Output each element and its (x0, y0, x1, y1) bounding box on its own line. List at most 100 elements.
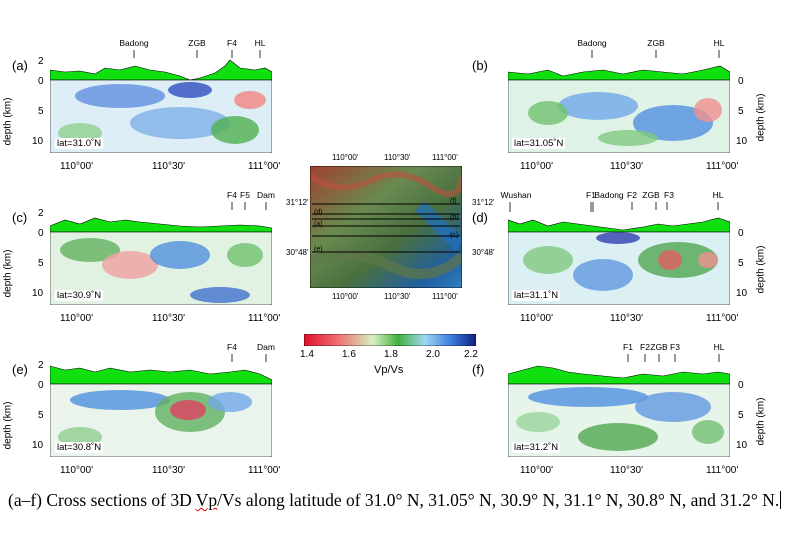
map-lon-tick: 110°30' (384, 153, 411, 162)
panel-a: (a) 2 0 5 10 depth (km) Badong ZGB F4 HL… (0, 30, 290, 172)
feature-label: F1 (586, 190, 596, 200)
x-tick: 111°00' (248, 313, 281, 324)
elev-tick: 0 (738, 76, 744, 87)
depth-tick: 10 (32, 440, 44, 451)
feature-label: HL (713, 342, 725, 352)
feature-label: Wushan (500, 190, 532, 200)
latitude-label: lat=30.8˚N (55, 442, 104, 453)
feature-label: HL (254, 38, 266, 48)
x-tick: 110°30' (610, 465, 643, 476)
map-lat-tick: 31°12' (472, 198, 495, 207)
figure-caption: (a–f) Cross sections of 3D Vp/Vs along l… (8, 487, 798, 513)
feature-label: ZGB (642, 190, 660, 200)
profile-label: (e) (314, 246, 323, 253)
colorbar-tick: 2.0 (426, 349, 440, 360)
feature-label: ZGB (647, 38, 665, 48)
feature-label: F5 (240, 190, 250, 200)
depth-tick: 5 (738, 410, 744, 421)
colorbar-tick: 2.2 (464, 349, 478, 360)
latitude-label: lat=31.05˚N (512, 138, 566, 149)
latitude-label: lat=30.9˚N (55, 290, 104, 301)
elev-tick: 0 (738, 380, 744, 391)
map-lon-tick: 110°30' (384, 292, 411, 301)
elev-tick: 0 (738, 228, 744, 239)
caption-text-end: /Vs along latitude of 31.0° N, 31.05° N,… (217, 490, 780, 510)
feature-label: F3 (670, 342, 680, 352)
x-tick: 110°00' (520, 313, 553, 324)
topography-map (310, 166, 462, 288)
panel-d: (d) Wushan F1 Badong F2 ZGB F3 HL 0 5 10… (470, 182, 806, 324)
feature-label: ZGB (188, 38, 206, 48)
panel-b: (b) Badong ZGB HL 0 5 10 depth (km) lat=… (470, 30, 806, 172)
x-tick: 111°00' (706, 313, 739, 324)
map-lat-tick: 31°12' (286, 198, 309, 207)
depth-tick: 5 (738, 106, 744, 117)
depth-tick: 10 (736, 440, 748, 451)
elev-tick: 0 (38, 76, 44, 87)
x-tick: 110°00' (60, 465, 93, 476)
colorbar-tick: 1.4 (300, 349, 314, 360)
colorbar-gradient (304, 334, 476, 346)
map-lon-tick: 111°00' (432, 292, 458, 301)
colorbar-label: Vp/Vs (374, 364, 404, 376)
map-lat-tick: 30°48' (286, 248, 309, 257)
caption-text-start: (a–f) Cross sections of 3D (8, 490, 196, 510)
elev-tick: 0 (38, 380, 44, 391)
feature-label: F4 (227, 342, 237, 352)
map-lat-tick: 30°48' (472, 248, 495, 257)
feature-label: F1 (623, 342, 633, 352)
feature-label: F3 (664, 190, 674, 200)
panel-letter: (a) (12, 58, 28, 73)
profile-label: (b) (450, 214, 459, 221)
depth-axis-label: depth (km) (2, 97, 14, 146)
x-tick: 110°30' (152, 313, 185, 324)
panel-letter: (d) (472, 210, 488, 225)
colorbar: 1.4 1.6 1.8 2.0 2.2 Vp/Vs (300, 330, 480, 380)
panel-c: (c) 2 0 5 10 depth (km) F4 F5 Dam lat=30… (0, 182, 290, 324)
feature-label: HL (713, 38, 725, 48)
x-tick: 110°00' (60, 313, 93, 324)
panel-f: (f) F1 F2 ZGB F3 HL 0 5 10 depth (km) la… (470, 334, 806, 476)
feature-label: ZGB (650, 342, 668, 352)
latitude-label: lat=31.1˚N (512, 290, 561, 301)
depth-axis-label: depth (km) (755, 397, 767, 446)
map-lon-tick: 110°00' (332, 153, 359, 162)
colorbar-tick: 1.8 (384, 349, 398, 360)
x-tick: 110°30' (610, 161, 643, 172)
x-tick: 110°30' (610, 313, 643, 324)
x-tick: 110°00' (520, 465, 553, 476)
elev-tick: 2 (38, 360, 44, 371)
feature-label: F2 (627, 190, 637, 200)
latitude-label: lat=31.2˚N (512, 442, 561, 453)
text-cursor (780, 491, 782, 509)
panel-e: (e) 2 0 5 10 depth (km) F4 Dam lat=30.8˚… (0, 334, 290, 476)
x-tick: 111°00' (248, 465, 281, 476)
map-lon-tick: 111°00' (432, 153, 458, 162)
elev-tick: 0 (38, 228, 44, 239)
feature-label: HL (712, 190, 724, 200)
depth-tick: 5 (38, 106, 44, 117)
cross-section-plot (50, 202, 272, 305)
x-tick: 110°00' (520, 161, 553, 172)
depth-tick: 10 (736, 288, 748, 299)
cross-section-plot (50, 354, 272, 457)
feature-label: Badong (594, 190, 624, 200)
elev-tick: 2 (38, 208, 44, 219)
depth-axis-label: depth (km) (755, 93, 767, 142)
feature-label: F2 (640, 342, 650, 352)
map-lon-tick: 110°00' (332, 292, 359, 301)
latitude-label: lat=31.0˚N (55, 138, 104, 149)
profile-label: (c) (450, 232, 459, 239)
x-tick: 110°00' (60, 161, 93, 172)
x-tick: 110°30' (152, 465, 185, 476)
panel-letter: (c) (12, 210, 28, 225)
depth-tick: 5 (738, 258, 744, 269)
x-tick: 111°00' (248, 161, 281, 172)
profile-label: (d) (314, 209, 323, 216)
depth-axis-label: depth (km) (755, 245, 767, 294)
depth-axis-label: depth (km) (2, 249, 14, 298)
feature-label: Dam (257, 342, 275, 352)
feature-label: Dam (257, 190, 275, 200)
feature-label: Badong (577, 38, 607, 48)
feature-label: Badong (119, 38, 149, 48)
